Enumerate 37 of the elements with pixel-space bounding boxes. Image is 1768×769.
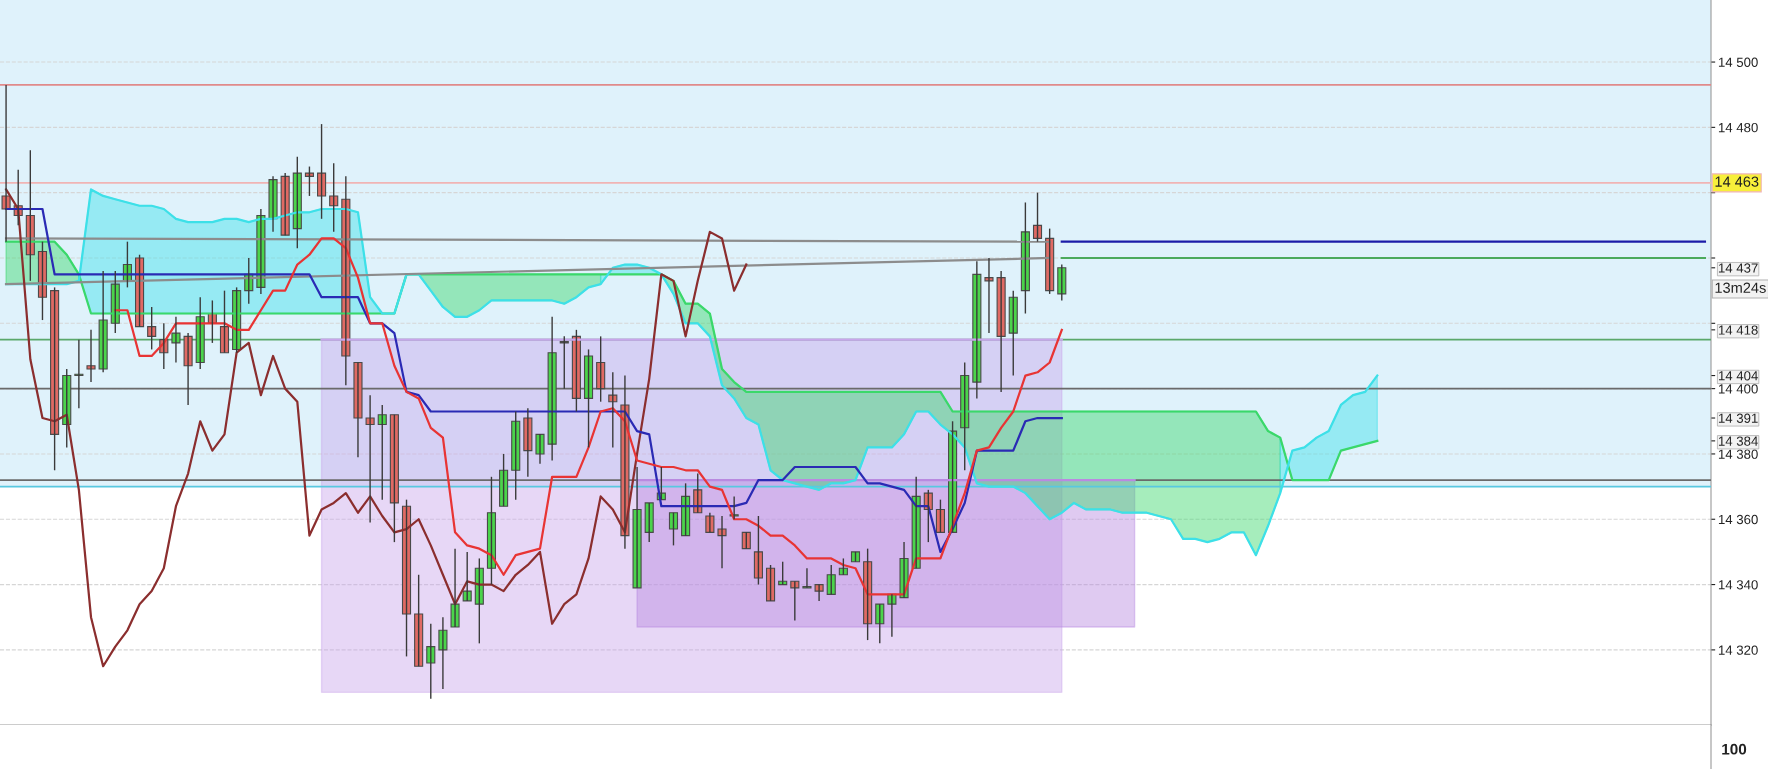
y-tick-label: 14 400 bbox=[1718, 384, 1758, 394]
y-tick-label: 14 500 bbox=[1718, 57, 1758, 67]
candlestick bbox=[644, 502, 654, 543]
candlestick bbox=[171, 316, 181, 364]
y-tick-label: 14 340 bbox=[1718, 580, 1758, 590]
candlestick bbox=[426, 623, 436, 700]
candlestick bbox=[984, 257, 994, 334]
y-tick-label: 14 384 bbox=[1718, 436, 1758, 446]
candlestick bbox=[729, 495, 739, 520]
y-tick-label: 14 418 bbox=[1718, 325, 1758, 335]
candlestick bbox=[86, 329, 96, 383]
candlestick bbox=[753, 515, 763, 586]
candlestick bbox=[705, 512, 715, 534]
y-tick-label: 14 437 bbox=[1718, 263, 1758, 273]
candlestick bbox=[1057, 263, 1067, 302]
line-series bbox=[4, 240, 1379, 482]
candlestick bbox=[147, 306, 157, 351]
candlestick bbox=[317, 123, 327, 220]
ref-line-label: 14 463 bbox=[1715, 176, 1759, 187]
y-tick-label: 14 404 bbox=[1718, 371, 1758, 381]
text: 13m24s bbox=[1715, 282, 1766, 293]
candlestick bbox=[365, 394, 375, 524]
candlestick bbox=[814, 583, 824, 602]
y-tick-label: 14 380 bbox=[1718, 449, 1758, 459]
text: 100 bbox=[1722, 743, 1747, 755]
y-tick-label: 14 480 bbox=[1718, 122, 1758, 133]
y-tick-label: 14 360 bbox=[1718, 514, 1758, 525]
candlestick bbox=[329, 162, 339, 233]
candlestick bbox=[826, 564, 836, 596]
y-tick-label: 14 391 bbox=[1718, 413, 1758, 423]
candlestick bbox=[377, 404, 387, 501]
y-tick-label: 14 320 bbox=[1718, 645, 1758, 655]
candlestick bbox=[717, 515, 727, 569]
candlestick bbox=[668, 512, 679, 547]
candlestick bbox=[559, 335, 569, 390]
line-series bbox=[4, 188, 748, 668]
candlestick bbox=[304, 165, 314, 197]
